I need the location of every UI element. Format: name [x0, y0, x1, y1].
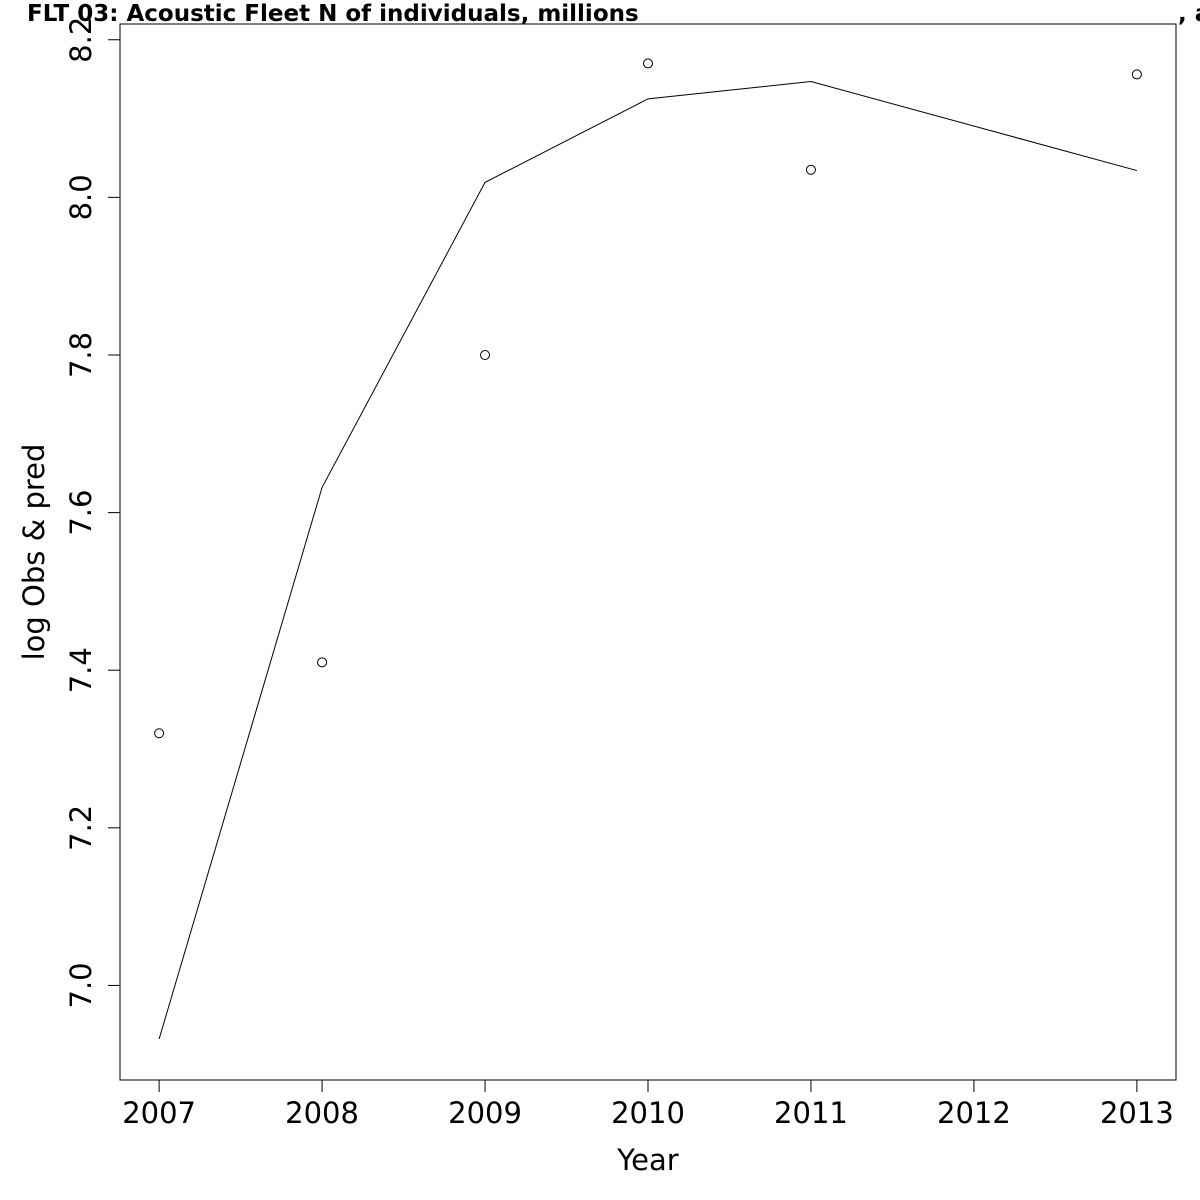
series-layer [154, 58, 1142, 1040]
y-tick-label: 7.4 [64, 647, 98, 693]
y-axis: 7.0 7.2 7.4 7.6 7.8 8.0 8.2 [64, 17, 121, 1008]
x-tick-label: 2010 [611, 1096, 685, 1130]
x-tick-label: 2007 [122, 1096, 196, 1130]
x-tick-label: 2012 [937, 1096, 1011, 1130]
y-tick-label: 7.8 [64, 332, 98, 378]
observed-point [1131, 69, 1142, 80]
observed-point [805, 164, 816, 175]
x-tick-label: 2013 [1100, 1096, 1174, 1130]
y-tick-label: 7.6 [64, 490, 98, 536]
observed-point [317, 657, 328, 668]
x-tick-label: 2008 [285, 1096, 359, 1130]
predicted-series-line [158, 81, 1138, 1040]
x-axis: 2007 2008 2009 2010 2011 2012 2013 [122, 1079, 1174, 1130]
observed-point [154, 728, 165, 739]
chart-title-group: FLT 03: Acoustic Fleet N of individuals,… [27, 1, 1200, 27]
y-tick-label: 7.2 [64, 805, 98, 851]
observed-point [643, 58, 653, 69]
x-axis-title: Year [616, 1143, 678, 1177]
x-tick-label: 2011 [774, 1096, 848, 1130]
x-tick-label: 2009 [448, 1096, 522, 1130]
observed-point [480, 349, 491, 360]
y-axis-title: log Obs & pred [17, 444, 51, 661]
y-tick-label: 8.2 [64, 17, 98, 63]
y-tick-label: 7.0 [64, 962, 98, 1008]
y-tick-label: 8.0 [64, 174, 98, 220]
chart-title: FLT 03: Acoustic Fleet N of individuals,… [27, 1, 639, 27]
plot-frame [119, 23, 1177, 1081]
chart-title-suffix: , a [1178, 1, 1200, 27]
